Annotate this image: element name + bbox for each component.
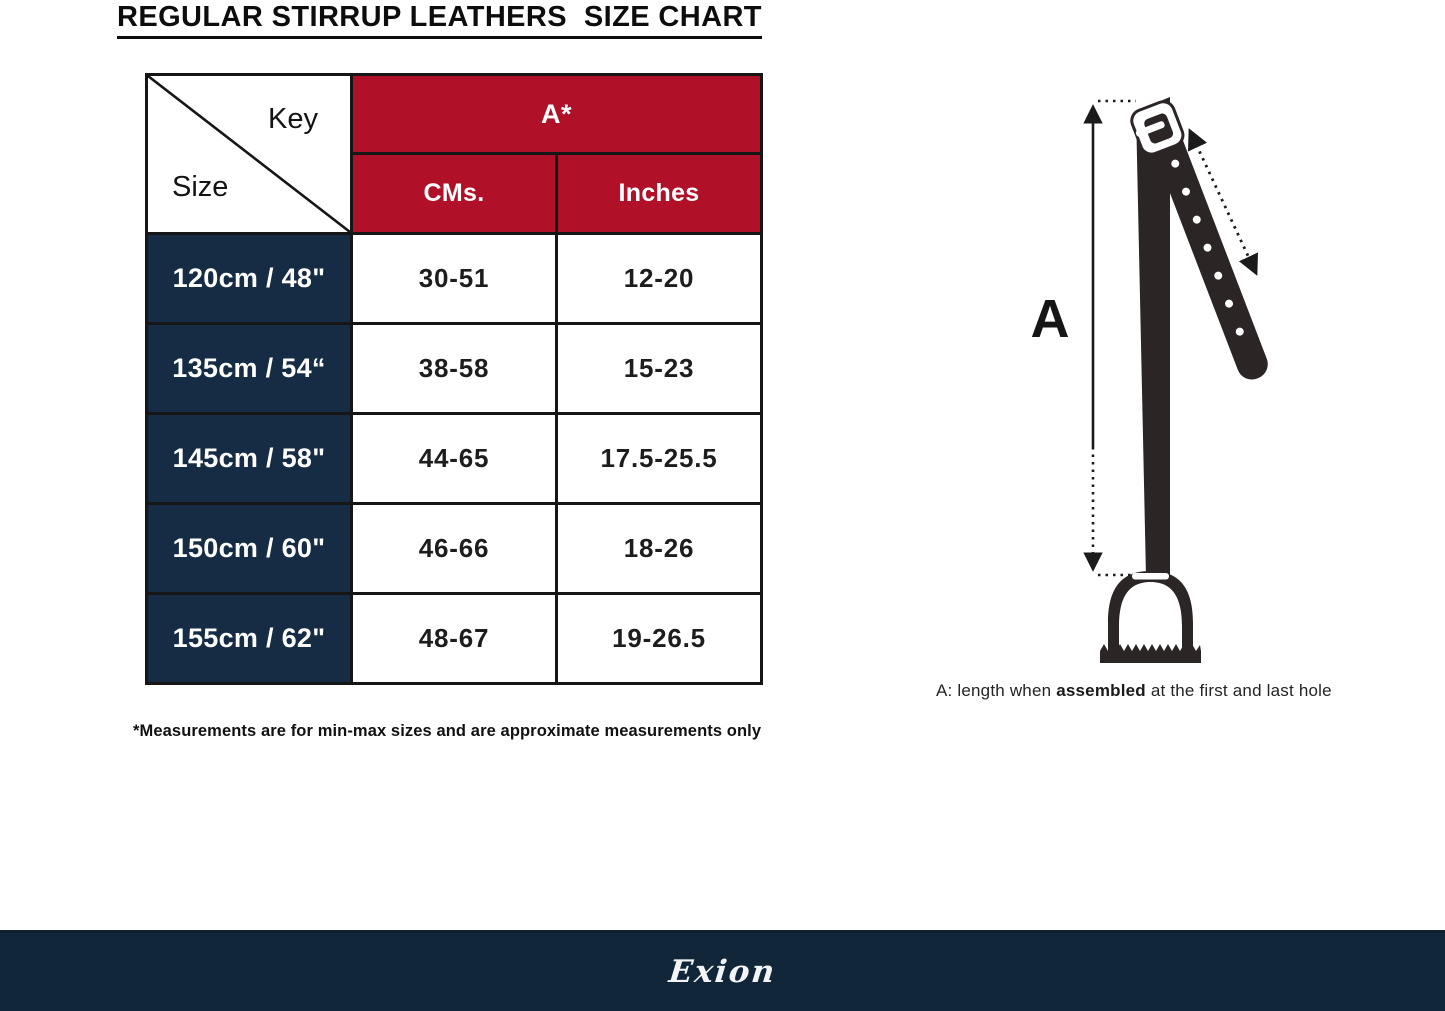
stirrup-slot bbox=[1132, 573, 1169, 580]
cms-cell: 46-66 bbox=[353, 505, 555, 592]
col-header-inches: Inches bbox=[558, 155, 760, 232]
inches-cell: 15-23 bbox=[558, 325, 760, 412]
corner-key-label: Key bbox=[268, 103, 318, 135]
col-header-cms: CMs. bbox=[353, 155, 555, 232]
cms-cell: 30-51 bbox=[353, 235, 555, 322]
caption-suffix: at the first and last hole bbox=[1145, 681, 1332, 700]
inches-cell: 17.5-25.5 bbox=[558, 415, 760, 502]
group-header-cell: A* bbox=[353, 76, 760, 152]
diagonal-divider bbox=[148, 76, 350, 232]
inches-cell: 12-20 bbox=[558, 235, 760, 322]
stirrup-leather-diagram: A bbox=[1031, 97, 1268, 663]
brand-logo: Exion bbox=[667, 954, 778, 990]
caption-bold: assembled bbox=[1056, 681, 1146, 700]
size-cell: 135cm / 54“ bbox=[148, 325, 350, 412]
corner-cell: Key Size bbox=[148, 76, 350, 232]
buckle bbox=[1130, 100, 1185, 156]
size-cell: 155cm / 62" bbox=[148, 595, 350, 682]
measure-line-vertical bbox=[1083, 99, 1140, 577]
chart-title: REGULAR STIRRUP LEATHERS SIZE CHART bbox=[117, 1, 762, 39]
footnote: *Measurements are for min-max sizes and … bbox=[133, 722, 762, 740]
cms-cell: 48-67 bbox=[353, 595, 555, 682]
diagram-caption: A: length when assembled at the first an… bbox=[936, 681, 1386, 701]
cms-cell: 38-58 bbox=[353, 325, 555, 412]
stirrup-iron bbox=[1100, 571, 1201, 663]
inches-cell: 18-26 bbox=[558, 505, 760, 592]
vertical-strap bbox=[1136, 97, 1170, 577]
footer-bar: Exion bbox=[0, 930, 1445, 1011]
size-table: Key Size A* CMs. Inches 120cm / 48" 30-5… bbox=[145, 73, 763, 685]
cms-cell: 44-65 bbox=[353, 415, 555, 502]
size-cell: 145cm / 58" bbox=[148, 415, 350, 502]
size-cell: 150cm / 60" bbox=[148, 505, 350, 592]
caption-prefix: A: length when bbox=[936, 681, 1057, 700]
size-cell: 120cm / 48" bbox=[148, 235, 350, 322]
inches-cell: 19-26.5 bbox=[558, 595, 760, 682]
measure-label-a: A bbox=[1031, 289, 1070, 349]
corner-size-label: Size bbox=[172, 171, 229, 203]
